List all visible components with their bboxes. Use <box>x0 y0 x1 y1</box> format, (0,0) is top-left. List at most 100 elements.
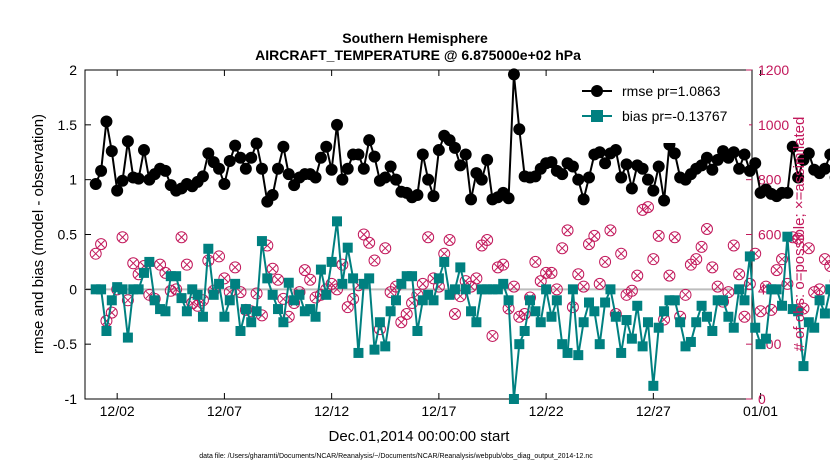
obs-possible-point <box>180 258 193 271</box>
rmse-point <box>111 184 124 197</box>
obs-possible-point <box>733 268 746 281</box>
obs-assimilated-cross-b <box>349 295 357 303</box>
rmse-point <box>234 151 247 164</box>
obs-possible-point <box>545 266 558 279</box>
obs-assimilated-cross-b <box>225 288 234 296</box>
rmse-point <box>282 168 295 181</box>
rmse-point <box>481 153 494 166</box>
obs-possible-point <box>277 292 290 305</box>
obs-assimilated-cross-b <box>488 332 497 340</box>
bias-point <box>106 295 117 306</box>
bias-point <box>208 289 219 300</box>
obs-possible-point <box>454 290 467 303</box>
obs-possible-point <box>518 308 531 321</box>
obs-possible-point <box>400 308 413 321</box>
bias-point <box>508 394 519 404</box>
data-file-footnote: data file: /Users/gharamti/Documents/NCA… <box>199 453 593 460</box>
rmse-point <box>352 148 365 161</box>
obs-assimilated-cross-b <box>638 205 647 214</box>
obs-assimilated-cross-b <box>451 310 459 318</box>
obs-possible-point <box>770 264 783 277</box>
rmse-point <box>818 162 830 175</box>
rmse-point <box>475 173 488 186</box>
obs-possible-point <box>631 269 644 282</box>
obs-possible-point <box>395 316 408 329</box>
obs-assimilated-cross-b <box>703 225 711 233</box>
obs-possible-point <box>722 286 735 299</box>
bias-point <box>691 317 702 328</box>
y-tick-label: 1.5 <box>58 117 78 133</box>
rmse-point <box>341 162 354 175</box>
bias-point <box>809 322 820 333</box>
bias-point <box>358 278 369 289</box>
obs-assimilated-cross-b <box>381 244 390 253</box>
bias-point <box>782 231 793 242</box>
obs-assimilated-cross-b <box>263 241 272 250</box>
bias-point <box>332 216 343 227</box>
obs-assimilated-cross-b <box>343 303 352 312</box>
rmse-point <box>636 162 649 175</box>
bias-point <box>374 317 385 328</box>
obs-possible-point <box>765 303 778 316</box>
bias-point <box>503 295 514 306</box>
obs-possible-point <box>121 294 134 307</box>
obs-possible-point <box>470 272 483 285</box>
obs-possible-point <box>679 288 692 301</box>
bias-point <box>412 326 423 337</box>
obs-possible-point <box>577 280 590 293</box>
rmse-point <box>609 144 622 157</box>
bias-point <box>390 295 401 306</box>
obs-assimilated-cross-b <box>268 264 277 273</box>
obs-assimilated-cross-b <box>628 286 636 295</box>
obs-assimilated-cross-b <box>445 236 454 244</box>
bias-point <box>321 289 332 300</box>
obs-assimilated-cross-b <box>713 282 722 291</box>
bias-point <box>428 295 439 306</box>
obs-possible-point <box>341 301 354 314</box>
obs-assimilated-cross-b <box>300 266 309 274</box>
bias-point <box>224 295 235 306</box>
obs-assimilated-cross-b <box>735 270 743 279</box>
bias-point <box>626 333 637 344</box>
obs-assimilated-cross-b <box>145 290 154 299</box>
obs-assimilated-cross-b <box>124 296 132 305</box>
obs-assimilated-cross-b <box>118 233 127 242</box>
obs-possible-point <box>529 255 542 268</box>
bias-point <box>739 295 750 306</box>
bias-line <box>95 221 830 400</box>
bias-point <box>273 304 284 315</box>
bias-point <box>777 300 788 311</box>
obs-assimilated-cross-b <box>794 234 802 243</box>
bias-point <box>551 295 562 306</box>
obs-possible-point <box>556 242 569 255</box>
bias-point <box>433 273 444 284</box>
obs-assimilated-cross-b <box>606 226 615 235</box>
obs-possible-point <box>588 229 601 242</box>
obs-assimilated-cross-b <box>499 260 508 269</box>
bias-point <box>144 256 155 267</box>
rmse-point <box>229 139 242 152</box>
legend: rmse pr=1.0863 bias pr=-0.13767 <box>578 73 749 143</box>
obs-assimilated-cross-b <box>370 256 379 265</box>
obs-possible-point <box>572 268 585 281</box>
rmse-point <box>416 148 429 161</box>
obs-possible-point <box>175 231 188 244</box>
bias-point <box>171 271 182 282</box>
rmse-point <box>786 140 799 153</box>
obs-assimilated-cross-b <box>183 260 191 269</box>
obs-possible-point <box>663 269 676 282</box>
rmse-point <box>309 171 322 184</box>
rmse-point <box>593 146 606 159</box>
legend-bias-marker <box>591 110 603 122</box>
bias-point <box>492 284 503 295</box>
rmse-point <box>137 144 150 157</box>
obs-possible-point <box>154 258 167 271</box>
obs-assimilated-cross-b <box>536 277 545 285</box>
rmse-point <box>625 182 638 195</box>
obs-assimilated-cross-b <box>644 203 652 211</box>
bias-point <box>256 236 267 247</box>
bias-point <box>718 295 729 306</box>
x-axis-label: Dec.01,2014 00:00:00 start <box>329 428 511 445</box>
obs-assimilated-cross-b <box>729 241 738 250</box>
obs-assimilated-cross-b <box>494 263 502 272</box>
